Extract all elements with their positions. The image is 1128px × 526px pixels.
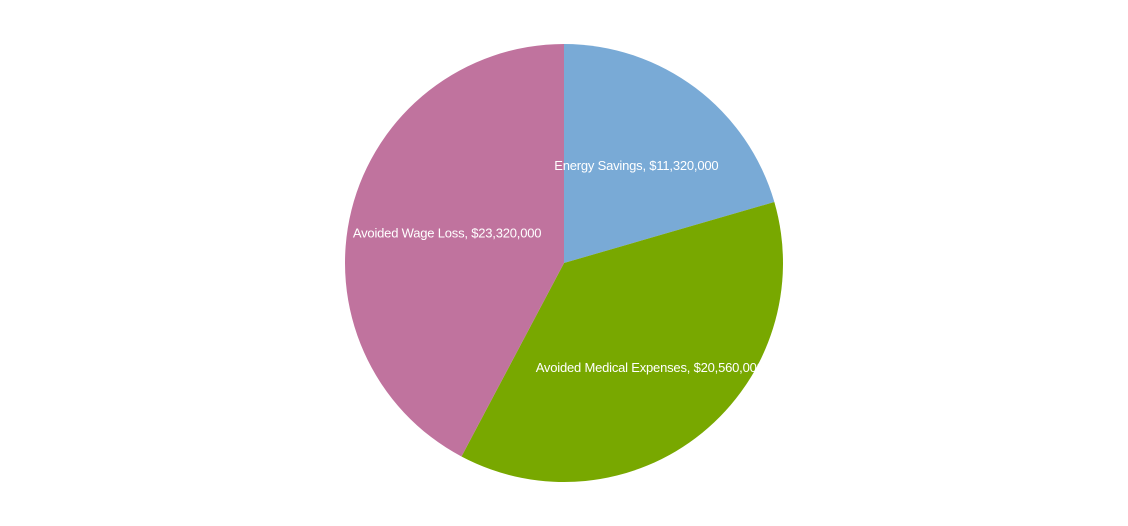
pie-slices — [344, 44, 783, 482]
pie-label-avoided-wage-loss: Avoided Wage Loss, $23,320,000 — [353, 225, 541, 240]
pie-slice-avoided-medical-expenses — [461, 201, 783, 482]
pie-slice-energy-savings — [564, 44, 775, 263]
pie-label-avoided-medical-expenses: Avoided Medical Expenses, $20,560,000 — [536, 360, 764, 375]
pie-slice-avoided-wage-loss — [344, 44, 564, 457]
pie-labels: Energy Savings, $11,320,000 Avoided Medic… — [353, 158, 764, 375]
pie-label-energy-savings: Energy Savings, $11,320,000 — [554, 158, 718, 173]
